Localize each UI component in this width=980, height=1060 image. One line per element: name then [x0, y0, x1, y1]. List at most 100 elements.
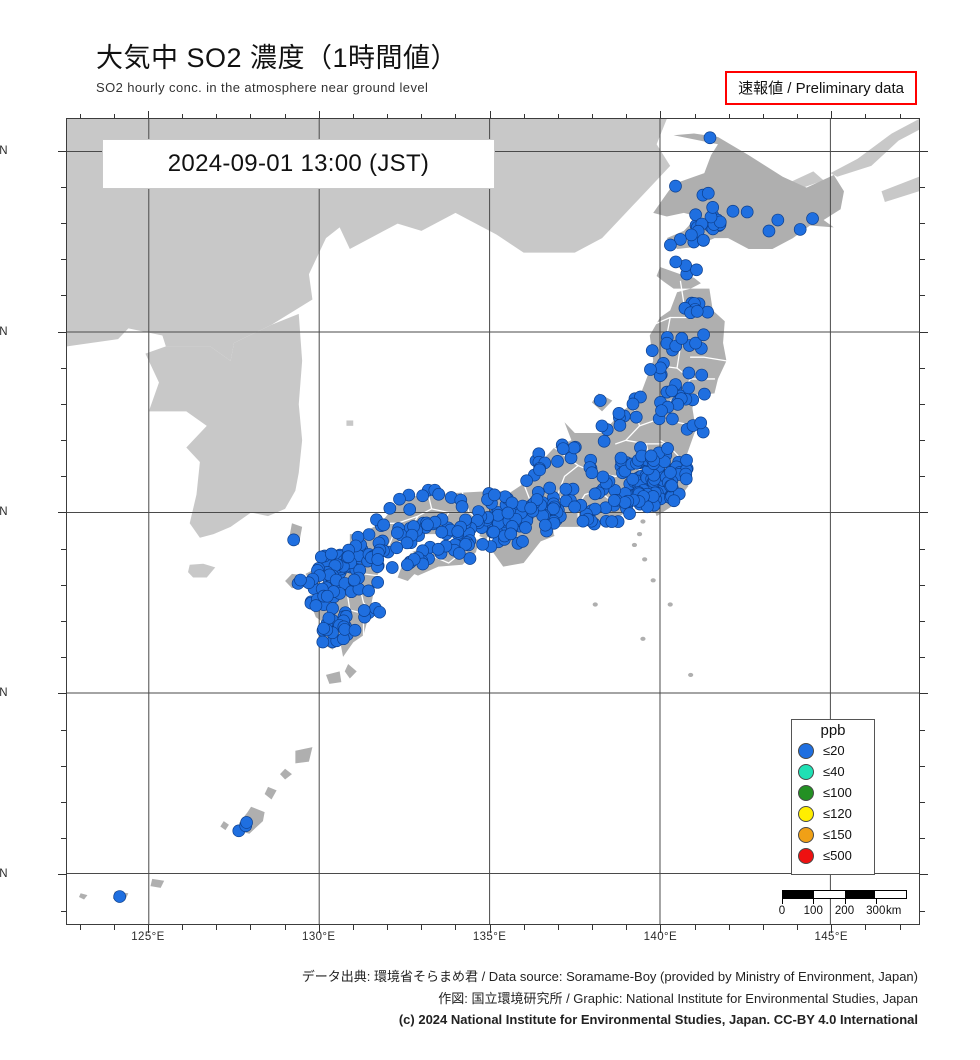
station-marker[interactable]	[666, 412, 679, 426]
station-marker[interactable]	[665, 384, 679, 398]
station-marker[interactable]	[559, 482, 573, 496]
station-marker[interactable]	[316, 635, 330, 649]
station-marker[interactable]	[294, 573, 307, 587]
station-marker[interactable]	[385, 561, 399, 574]
station-marker[interactable]	[432, 487, 446, 501]
station-marker[interactable]	[593, 394, 607, 407]
station-marker[interactable]	[377, 518, 390, 532]
station-marker[interactable]	[463, 552, 477, 565]
station-marker[interactable]	[519, 521, 532, 534]
station-marker[interactable]	[588, 487, 602, 501]
station-marker[interactable]	[240, 816, 253, 829]
station-marker[interactable]	[697, 233, 710, 247]
station-marker[interactable]	[697, 328, 710, 342]
station-marker[interactable]	[568, 500, 581, 514]
station-marker[interactable]	[451, 525, 465, 538]
station-marker[interactable]	[393, 492, 406, 506]
station-marker[interactable]	[373, 605, 387, 619]
station-marker[interactable]	[551, 455, 564, 468]
station-marker[interactable]	[690, 305, 704, 318]
station-marker[interactable]	[682, 366, 696, 380]
station-marker[interactable]	[371, 553, 385, 566]
station-marker[interactable]	[421, 518, 434, 532]
station-marker[interactable]	[530, 493, 544, 506]
station-marker[interactable]	[357, 604, 371, 617]
station-marker[interactable]	[435, 525, 449, 539]
station-marker[interactable]	[680, 453, 693, 467]
station-marker[interactable]	[694, 416, 708, 430]
station-marker[interactable]	[431, 542, 445, 556]
station-marker[interactable]	[362, 584, 375, 598]
station-marker[interactable]	[403, 503, 417, 516]
station-marker[interactable]	[533, 463, 546, 477]
station-marker[interactable]	[287, 533, 301, 547]
station-marker[interactable]	[661, 442, 674, 455]
station-marker[interactable]	[547, 502, 560, 516]
station-marker[interactable]	[320, 589, 334, 603]
station-marker[interactable]	[655, 404, 668, 418]
station-marker[interactable]	[664, 238, 677, 252]
station-marker[interactable]	[726, 204, 740, 218]
station-marker[interactable]	[690, 263, 703, 277]
station-marker[interactable]	[605, 515, 619, 528]
station-marker[interactable]	[771, 213, 785, 227]
station-marker[interactable]	[459, 538, 472, 551]
station-marker[interactable]	[504, 527, 518, 541]
station-marker[interactable]	[524, 501, 538, 515]
station-marker[interactable]	[664, 466, 677, 479]
station-marker[interactable]	[113, 890, 127, 903]
station-marker[interactable]	[455, 500, 469, 513]
station-marker[interactable]	[416, 489, 430, 503]
station-marker[interactable]	[488, 488, 501, 502]
station-marker[interactable]	[538, 518, 552, 532]
station-marker[interactable]	[476, 538, 489, 551]
station-marker[interactable]	[516, 535, 529, 548]
station-marker[interactable]	[520, 474, 533, 488]
station-marker[interactable]	[390, 541, 404, 555]
station-marker[interactable]	[706, 201, 720, 214]
station-marker[interactable]	[695, 368, 709, 382]
station-marker[interactable]	[667, 494, 681, 508]
station-marker[interactable]	[348, 623, 362, 637]
station-marker[interactable]	[645, 344, 659, 357]
station-marker[interactable]	[556, 442, 570, 456]
station-marker[interactable]	[701, 186, 715, 200]
station-marker[interactable]	[595, 419, 609, 433]
station-marker[interactable]	[342, 550, 355, 564]
station-marker[interactable]	[626, 472, 640, 486]
station-marker[interactable]	[762, 224, 776, 238]
station-marker[interactable]	[682, 381, 695, 395]
station-marker[interactable]	[501, 506, 515, 520]
station-marker[interactable]	[740, 205, 754, 219]
station-marker[interactable]	[669, 255, 683, 269]
station-marker[interactable]	[629, 410, 643, 424]
station-marker[interactable]	[400, 558, 414, 572]
station-marker[interactable]	[613, 419, 627, 432]
station-marker[interactable]	[390, 526, 404, 540]
station-marker[interactable]	[698, 387, 711, 401]
station-marker[interactable]	[674, 233, 687, 246]
station-marker[interactable]	[612, 407, 626, 420]
station-marker[interactable]	[347, 573, 361, 587]
station-marker[interactable]	[806, 212, 819, 225]
station-marker[interactable]	[607, 494, 621, 507]
station-marker[interactable]	[576, 514, 590, 528]
station-marker[interactable]	[669, 179, 682, 193]
station-marker[interactable]	[400, 536, 414, 550]
station-marker[interactable]	[567, 441, 581, 455]
station-marker[interactable]	[317, 622, 331, 635]
station-marker[interactable]	[679, 472, 693, 486]
station-marker[interactable]	[618, 496, 632, 509]
station-marker[interactable]	[371, 576, 385, 589]
station-marker[interactable]	[487, 525, 500, 539]
station-marker[interactable]	[383, 501, 397, 515]
station-marker[interactable]	[793, 223, 807, 236]
station-marker[interactable]	[614, 451, 628, 465]
station-marker[interactable]	[689, 208, 702, 222]
station-marker[interactable]	[689, 336, 702, 350]
station-marker[interactable]	[684, 228, 698, 242]
station-marker[interactable]	[623, 507, 636, 520]
station-marker[interactable]	[703, 131, 717, 145]
station-marker[interactable]	[362, 528, 376, 541]
station-marker[interactable]	[644, 449, 658, 463]
